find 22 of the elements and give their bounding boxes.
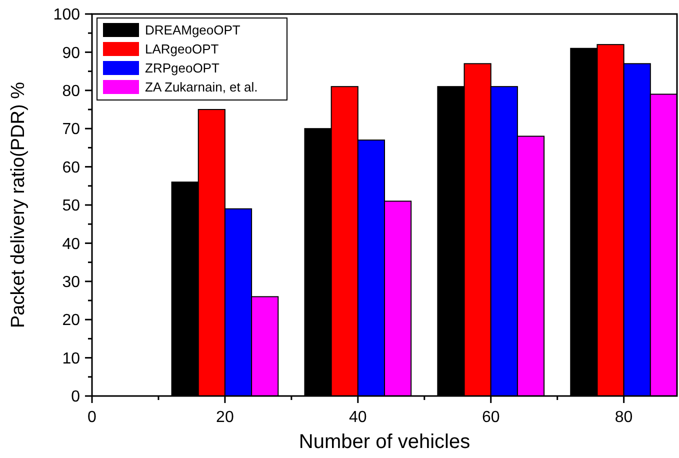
y-tick-label: 50: [62, 198, 80, 215]
y-tick-label: 20: [62, 312, 80, 330]
y-tick-label: 80: [62, 83, 80, 100]
legend-label: ZA Zukarnain, et al.: [145, 80, 258, 95]
y-tick-label: 90: [62, 44, 80, 62]
y-tick-label: 100: [53, 6, 80, 24]
x-tick-label: 20: [216, 409, 234, 426]
x-tick-label: 60: [482, 409, 500, 426]
y-tick-label: 10: [62, 350, 80, 368]
y-tick-label: 0: [71, 388, 80, 406]
x-tick-label: 80: [614, 409, 633, 426]
legend-label: LARgeoOPT: [145, 42, 219, 57]
legend-label: ZRPgeoOPT: [145, 60, 220, 76]
y-tick-label: 30: [62, 274, 80, 291]
x-axis-title: Number of vehicles: [298, 431, 470, 453]
y-axis-title: Packet delivery ratio(PDR) %: [8, 82, 29, 328]
y-tick-label: 60: [62, 159, 80, 176]
y-tick-label: 40: [62, 236, 80, 253]
legend-label: DREAMgeoOPT: [145, 22, 240, 38]
y-tick-label: 70: [62, 121, 80, 138]
x-tick-label: 40: [349, 409, 367, 426]
x-tick-label: 0: [88, 409, 97, 426]
